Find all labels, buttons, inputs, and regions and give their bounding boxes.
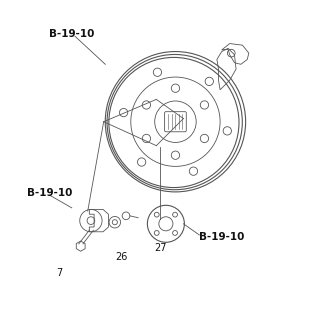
Text: B-19-10: B-19-10 bbox=[49, 29, 95, 39]
Text: B-19-10: B-19-10 bbox=[27, 188, 72, 198]
Text: B-19-10: B-19-10 bbox=[199, 232, 245, 242]
Text: 27: 27 bbox=[155, 243, 167, 253]
Text: 7: 7 bbox=[56, 268, 62, 278]
Text: 26: 26 bbox=[115, 252, 127, 262]
